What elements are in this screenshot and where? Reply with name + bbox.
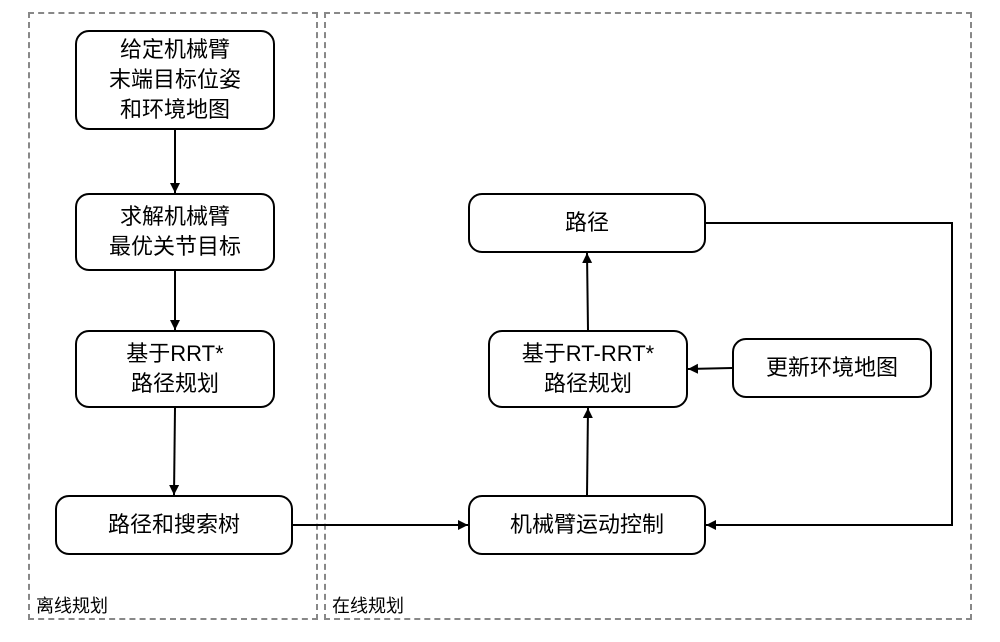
- node-rrt-star: 基于RRT*路径规划: [75, 330, 275, 408]
- diagram-canvas: 离线规划 在线规划 给定机械臂末端目标位姿和环境地图 求解机械臂最优关节目标 基…: [0, 0, 1000, 642]
- node-motion-control: 机械臂运动控制: [468, 495, 706, 555]
- node-path: 路径: [468, 193, 706, 253]
- online-panel-label: 在线规划: [332, 592, 404, 618]
- node-path-and-tree: 路径和搜索树: [55, 495, 293, 555]
- offline-panel-label: 离线规划: [36, 592, 108, 618]
- node-update-map: 更新环境地图: [732, 338, 932, 398]
- node-rt-rrt-star: 基于RT-RRT*路径规划: [488, 330, 688, 408]
- node-given-target: 给定机械臂末端目标位姿和环境地图: [75, 30, 275, 130]
- node-solve-joints: 求解机械臂最优关节目标: [75, 193, 275, 271]
